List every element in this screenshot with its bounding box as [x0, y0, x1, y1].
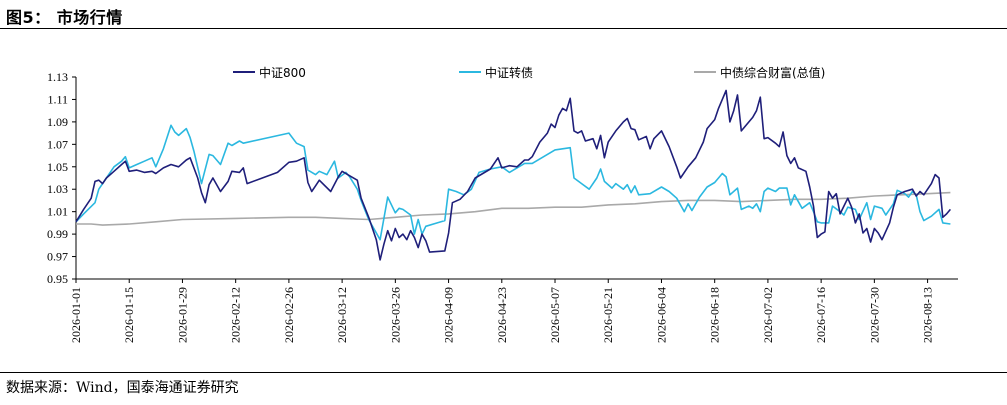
y-tick-label: 0.95 [47, 272, 68, 286]
chart-axes: 1.13 1.11 1.09 1.07 1.05 1.03 1.01 0.99 0.97 0.95… [47, 70, 958, 343]
x-tick-label: 2026-07-30 [867, 287, 881, 343]
x-tick-label: 2026-01-15 [122, 287, 136, 343]
x-tick-label: 2026-03-12 [335, 287, 349, 343]
series-line-1 [75, 124, 951, 241]
legend-label-1: 中证转债 [485, 65, 533, 80]
x-tick-label: 2026-07-16 [814, 287, 828, 343]
x-tick-label: 2026-02-12 [229, 287, 243, 343]
source-note: 数据来源：Wind，国泰海通证券研究 [6, 380, 239, 396]
legend-label-2: 中债综合财富(总值) [720, 65, 825, 80]
y-tick-label: 1.05 [47, 160, 68, 174]
y-tick-label: 0.97 [47, 250, 68, 264]
x-tick-label: 2026-01-01 [69, 287, 83, 343]
line-chart: 1.13 1.11 1.09 1.07 1.05 1.03 1.01 0.99 0.97 0.95… [47, 65, 958, 343]
top-rule [0, 28, 1007, 29]
x-tick-label: 2026-02-26 [282, 287, 296, 343]
x-tick-label: 2026-05-07 [548, 287, 562, 343]
x-tick-label: 2026-06-04 [654, 287, 668, 343]
series-line-0 [75, 89, 952, 261]
chart-legend: 中证800 中证转债 中债综合财富(总值) [233, 65, 825, 80]
y-tick-label: 0.99 [47, 227, 68, 241]
x-tick-label: 2026-03-26 [388, 287, 402, 343]
x-tick-label: 2026-01-29 [175, 287, 189, 343]
x-tick-label: 2026-08-13 [921, 287, 935, 343]
figure-title: 图5： 市场行情 [6, 8, 123, 27]
x-tick-label: 2026-04-23 [495, 287, 509, 343]
bottom-rule [0, 372, 1007, 373]
legend-label-0: 中证800 [259, 65, 306, 80]
y-tick-label: 1.07 [47, 137, 68, 151]
y-tick-label: 1.09 [47, 115, 68, 129]
x-tick-label: 2026-05-21 [601, 287, 615, 343]
y-tick-label: 1.13 [47, 70, 68, 84]
x-tick-label: 2026-06-18 [708, 287, 722, 343]
x-tick-label: 2026-04-09 [442, 287, 456, 343]
x-tick-label: 2026-07-02 [761, 287, 775, 343]
y-tick-label: 1.01 [47, 205, 68, 219]
series-layer [75, 89, 952, 261]
y-tick-label: 1.03 [47, 182, 68, 196]
y-tick-label: 1.11 [47, 92, 68, 106]
